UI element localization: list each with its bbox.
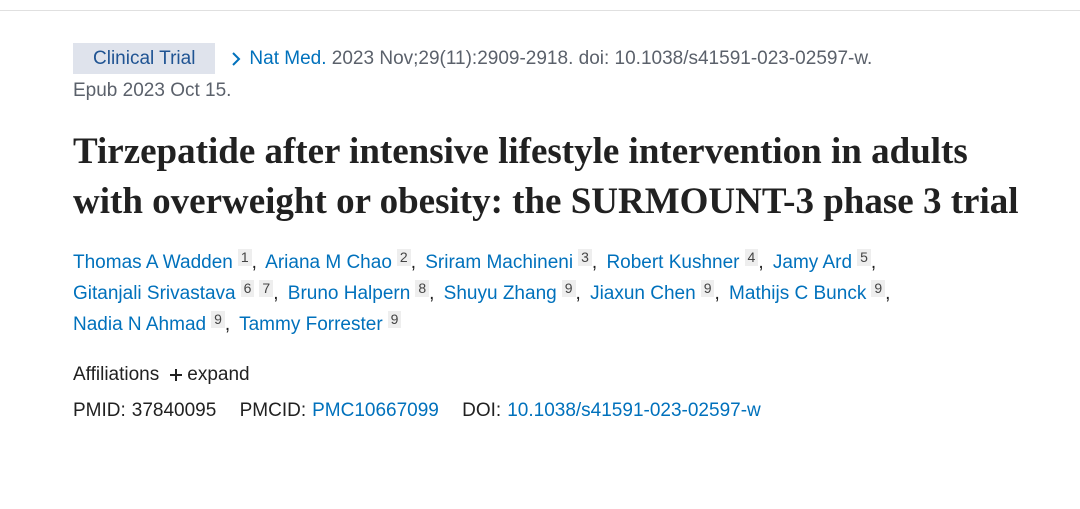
author: Robert Kushner 4 (606, 249, 768, 273)
author: Shuyu Zhang 9 (443, 280, 585, 304)
author-link[interactable]: Ariana M Chao (265, 252, 392, 273)
affiliation-number[interactable]: 9 (561, 280, 576, 297)
affiliation-number[interactable]: 9 (700, 280, 715, 297)
author: Mathijs C Bunck 9 (729, 280, 894, 304)
author: Nadia N Ahmad 9 (73, 311, 234, 335)
affiliations: Affiliations expand (73, 362, 1033, 388)
author-link[interactable]: Shuyu Zhang (443, 283, 557, 304)
author-link[interactable]: Mathijs C Bunck (729, 283, 867, 304)
author-link[interactable]: Sriram Machineni (425, 252, 574, 273)
affiliation-number[interactable]: 9 (871, 280, 886, 297)
author-link[interactable]: Nadia N Ahmad (73, 314, 207, 335)
author: Tammy Forrester 9 (239, 311, 402, 335)
author-link[interactable]: Thomas A Wadden (73, 252, 233, 273)
affiliation-number[interactable]: 6 (240, 280, 255, 297)
affiliation-number[interactable]: 2 (396, 249, 411, 266)
pmid-label: PMID: (73, 400, 126, 421)
affiliation-number[interactable]: 1 (237, 249, 252, 266)
journal-link[interactable]: Nat Med. (249, 48, 327, 69)
article-header: Clinical Trial Nat Med. 2023 Nov;29(11):2… (73, 43, 1033, 424)
affiliations-label: Affiliations (73, 364, 160, 385)
author-link[interactable]: Gitanjali Srivastava (73, 283, 236, 304)
author: Sriram Machineni 3 (425, 249, 601, 273)
article-title: Tirzepatide after intensive lifestyle in… (73, 131, 1019, 222)
divider (0, 10, 1080, 11)
affiliation-number[interactable]: 9 (387, 311, 402, 328)
identifiers: PMID: 37840095 PMCID: PMC10667099 DOI: 10.1… (73, 398, 1033, 424)
affiliation-number[interactable]: 9 (211, 311, 225, 328)
doi-label: DOI: (462, 400, 502, 421)
chevron-icon (232, 52, 241, 66)
badge: Clinical Trial (73, 43, 216, 74)
pmid: 37840095 (131, 400, 217, 421)
plus-icon[interactable] (169, 368, 183, 382)
author-link[interactable]: Jamy Ard (772, 252, 853, 273)
author: Jiaxun Chen 9 (590, 280, 724, 304)
author: Thomas A Wadden 1 (73, 249, 261, 273)
author-link[interactable]: Tammy Forrester (239, 314, 383, 335)
pmcid-label: PMCID: (239, 400, 307, 421)
pmcid-link[interactable]: PMC10667099 (312, 400, 439, 421)
author: Bruno Halpern 8 (287, 280, 438, 304)
citation: Clinical Trial Nat Med. 2023 Nov;29(11):2… (73, 43, 1033, 107)
author: Jamy Ard 5 (772, 249, 880, 273)
affiliation-number[interactable]: 8 (415, 280, 430, 297)
author-link[interactable]: Bruno Halpern (287, 283, 411, 304)
author: Ariana M Chao 2 (265, 249, 420, 273)
affiliation-number[interactable]: 3 (578, 249, 592, 266)
doi-link[interactable]: 10.1038/s41591-023-02597-w (507, 400, 761, 421)
citation-details: 2023 Nov;29(11):2909-2918. doi: 10.1038/… (331, 48, 873, 69)
author-link[interactable]: Jiaxun Chen (590, 283, 696, 304)
author-link[interactable]: Robert Kushner (606, 252, 740, 273)
epub-date: Epub 2023 Oct 15. (73, 80, 232, 101)
expand-toggle[interactable]: expand (187, 364, 250, 385)
author: Gitanjali Srivastava 6 7 (73, 280, 283, 304)
affiliation-number[interactable]: 5 (857, 249, 871, 266)
affiliation-number[interactable]: 4 (744, 249, 759, 266)
affiliation-number[interactable]: 7 (259, 280, 274, 297)
